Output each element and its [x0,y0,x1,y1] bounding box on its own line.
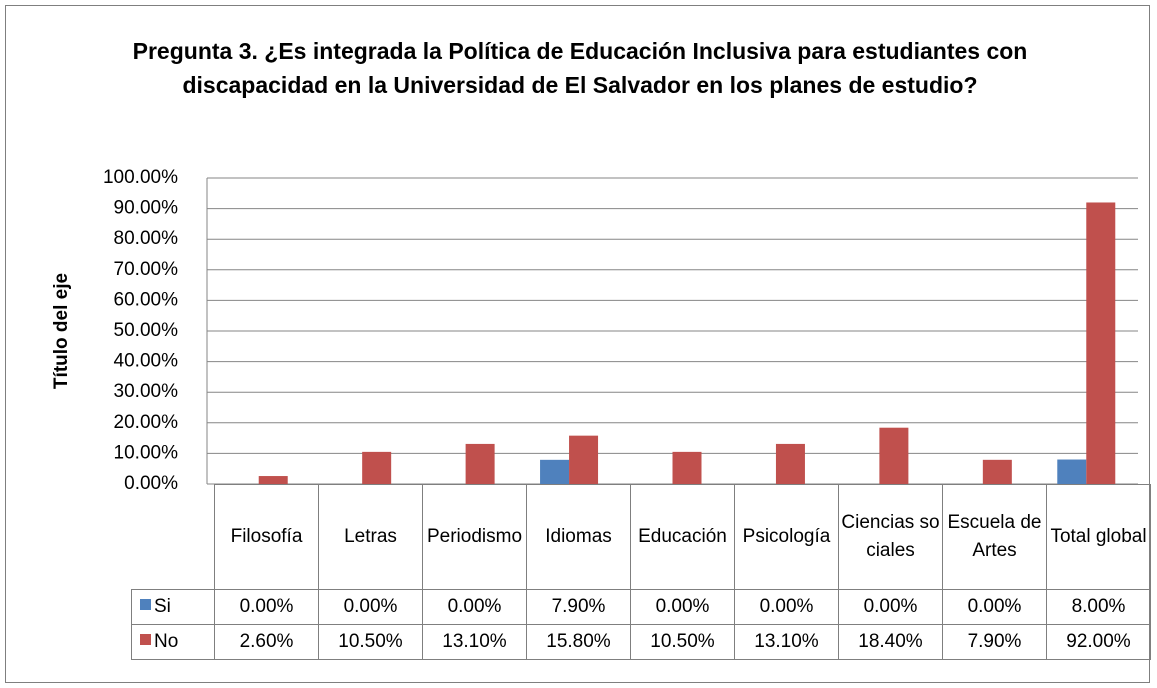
x-tick-label: Letras [318,484,423,590]
legend-swatch [140,599,151,610]
y-axis-title: Título del eje [51,273,72,389]
y-tick-label: 40.00% [114,351,179,372]
data-label: 15.80% [526,624,631,660]
bar [1086,202,1116,485]
data-table: Filosofía Letras Periodismo Idiomas Educació… [131,484,1151,660]
data-label: 0.00% [734,589,839,625]
x-tick-label: Escuela de Artes [942,484,1047,590]
data-label: 2.60% [214,624,319,660]
category-row: Filosofía Letras Periodismo Idiomas Educació… [131,484,1151,590]
legend-entry: Si [131,589,215,625]
y-tick-label: 70.00% [114,259,179,280]
y-tick-label: 30.00% [114,381,179,402]
data-label: 10.50% [318,624,423,660]
data-label: 10.50% [630,624,735,660]
bar [569,435,599,484]
bar [879,427,909,484]
bar [1057,459,1087,484]
data-label: 0.00% [422,589,527,625]
x-tick-label: Filosofía [214,484,319,590]
data-label: 13.10% [734,624,839,660]
legend-label: No [154,631,179,652]
data-label: 7.90% [526,589,631,625]
y-tick-label: 10.00% [114,442,179,463]
bar [258,476,288,484]
data-label: 7.90% [942,624,1047,660]
legend-label: Si [154,596,171,617]
x-tick-label: Idiomas [526,484,631,590]
bar [672,451,702,484]
data-label: 0.00% [942,589,1047,625]
x-tick-label: Psicología [734,484,839,590]
y-tick-label: 100.00% [103,167,178,188]
bar [982,459,1012,484]
data-label: 0.00% [630,589,735,625]
x-tick-label: Total global [1046,484,1151,590]
x-tick-label: Ciencias sociales [838,484,943,590]
y-tick-label: 80.00% [114,228,179,249]
y-tick-label: 50.00% [114,320,179,341]
y-tick-label: 20.00% [114,412,179,433]
legend-entry: No [131,624,215,660]
legend-swatch [140,634,151,645]
y-tick-label: 60.00% [114,289,179,310]
x-tick-label: Periodismo [422,484,527,590]
data-label: 0.00% [214,589,319,625]
bar [540,459,570,484]
data-label: 0.00% [838,589,943,625]
chart-title: Pregunta 3. ¿Es integrada la Política de… [132,38,1028,98]
x-tick-label: Educación [630,484,735,590]
series-row: No 2.60% 10.50% 13.10% 15.80% 10.50% 13.10% 18.… [131,624,1151,660]
bar [465,443,495,484]
data-label: 0.00% [318,589,423,625]
chart-frame [5,5,1150,683]
y-tick-label: 90.00% [114,198,179,219]
data-label: 18.40% [838,624,943,660]
data-label: 92.00% [1046,624,1151,660]
bar [362,451,392,484]
bar [775,443,805,484]
series-row: Si 0.00% 0.00% 0.00% 7.90% 0.00% 0.00% 0.00% 0.0… [131,589,1151,625]
data-label: 13.10% [422,624,527,660]
corner-cell [131,484,215,590]
data-label: 8.00% [1046,589,1151,625]
